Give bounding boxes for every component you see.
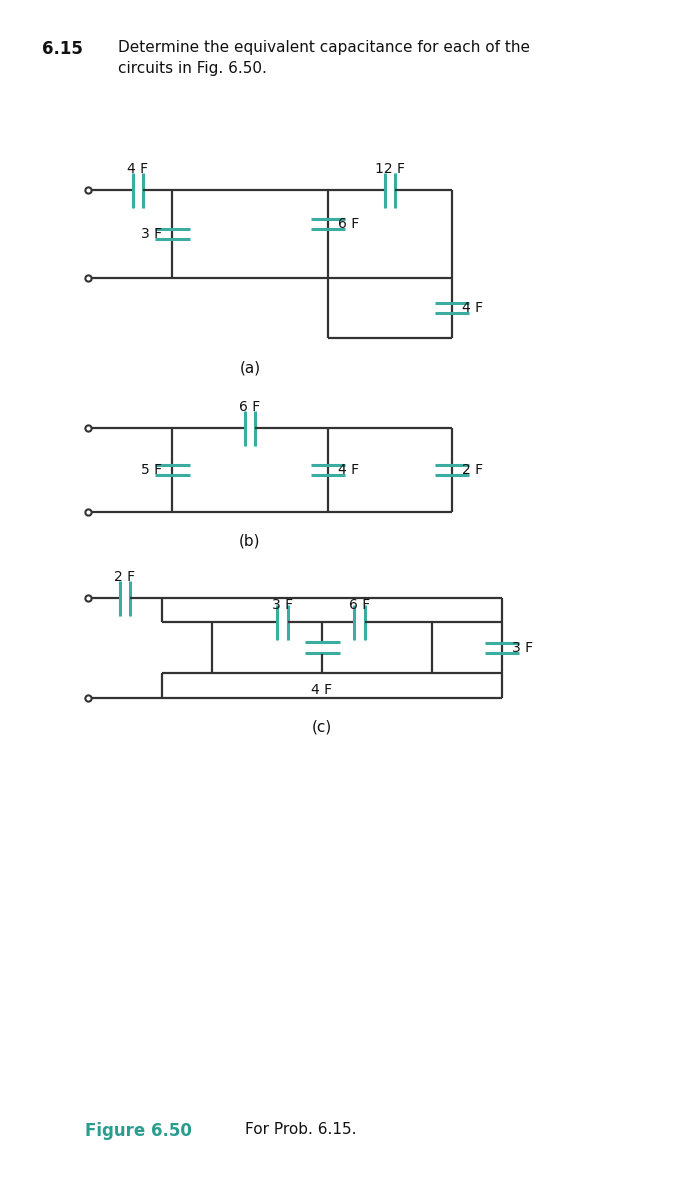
Text: 4 F: 4 F: [338, 463, 359, 476]
Text: 6.15: 6.15: [42, 40, 83, 58]
Text: 4 F: 4 F: [128, 162, 148, 176]
Text: 12 F: 12 F: [375, 162, 405, 176]
Text: (c): (c): [312, 720, 332, 734]
Text: 3 F: 3 F: [512, 641, 533, 655]
Text: (b): (b): [239, 534, 261, 550]
Text: 6 F: 6 F: [349, 598, 370, 612]
Text: 2 F: 2 F: [462, 463, 483, 476]
Text: Determine the equivalent capacitance for each of the
circuits in Fig. 6.50.: Determine the equivalent capacitance for…: [118, 40, 530, 76]
Text: 3 F: 3 F: [272, 598, 293, 612]
Text: 4 F: 4 F: [462, 301, 483, 314]
Text: 4 F: 4 F: [311, 683, 333, 697]
Text: For Prob. 6.15.: For Prob. 6.15.: [245, 1122, 356, 1138]
Text: 3 F: 3 F: [141, 227, 162, 241]
Text: Figure 6.50: Figure 6.50: [85, 1122, 192, 1140]
Text: 6 F: 6 F: [338, 217, 359, 230]
Text: 2 F: 2 F: [115, 570, 136, 584]
Text: (a): (a): [240, 360, 261, 374]
Text: 5 F: 5 F: [141, 463, 162, 476]
Text: 6 F: 6 F: [240, 400, 261, 414]
